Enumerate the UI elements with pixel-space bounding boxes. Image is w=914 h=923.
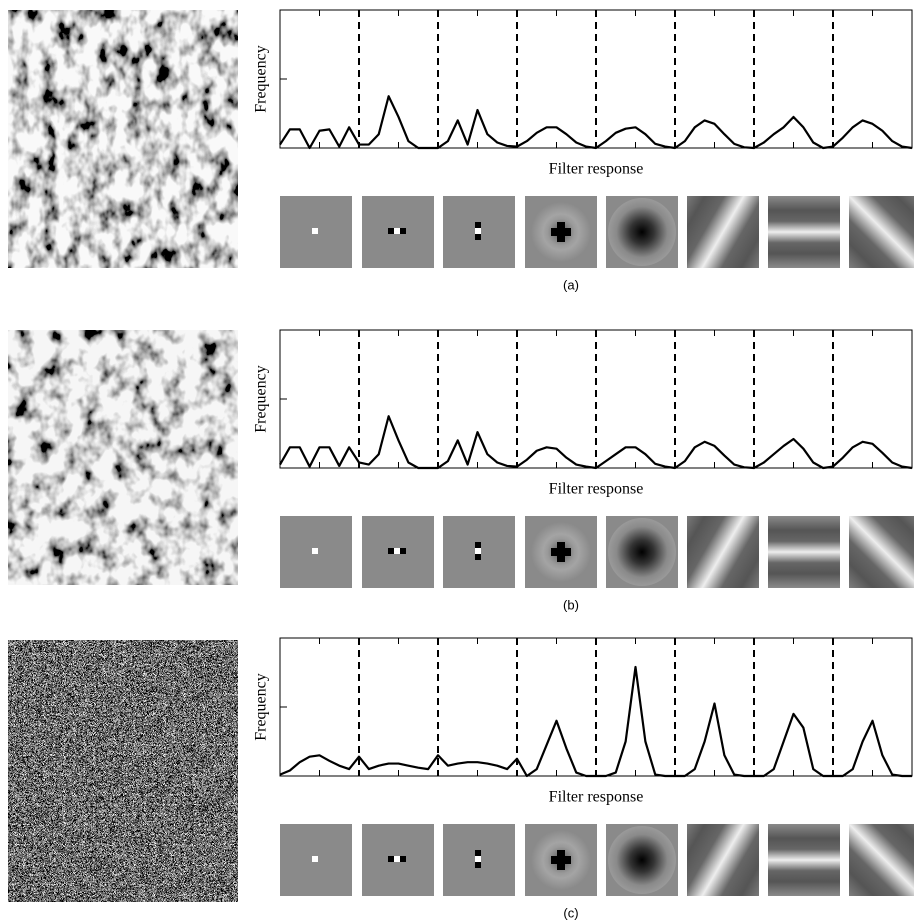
x-axis-label: Filter response	[549, 789, 644, 806]
filter-thumbnail	[443, 196, 515, 268]
filter-thumbnail	[768, 516, 840, 588]
filter-image	[768, 824, 840, 896]
filter-thumbnail	[606, 516, 678, 588]
filter-thumbnail	[525, 196, 597, 268]
caption: (c)	[563, 905, 578, 920]
filter-thumbnail	[280, 516, 352, 588]
filter-thumbnail	[525, 516, 597, 588]
caption: (a)	[563, 277, 579, 292]
filter-thumbnail	[280, 196, 352, 268]
y-axis-label: Frequency	[253, 673, 270, 741]
filter-thumbnail	[606, 196, 678, 268]
filter-image	[362, 824, 434, 896]
plot-frame	[279, 329, 913, 469]
filter-image	[280, 516, 352, 588]
y-axis-label: Frequency	[253, 45, 270, 113]
filter-image	[280, 196, 352, 268]
filter-image	[443, 196, 515, 268]
filter-image	[280, 824, 352, 896]
filter-image	[362, 516, 434, 588]
data-line	[279, 665, 912, 778]
filter-image	[525, 824, 597, 896]
filter-thumbnail	[525, 824, 597, 896]
filter-thumbnail	[362, 824, 434, 896]
plot-frame	[279, 637, 913, 777]
filter-thumbnail	[280, 824, 352, 896]
filter-image	[768, 196, 840, 268]
filter-thumbnail	[443, 516, 515, 588]
filter-image	[525, 196, 597, 268]
filter-image	[443, 824, 515, 896]
filter-image	[525, 516, 597, 588]
filter-thumbnail	[362, 196, 434, 268]
texture-image	[8, 640, 238, 902]
filter-image	[606, 196, 678, 268]
filter-image	[606, 824, 678, 896]
filter-image	[362, 196, 434, 268]
y-axis-label: Frequency	[253, 365, 270, 433]
filter-image	[606, 516, 678, 588]
data-line	[279, 415, 913, 470]
filter-image	[443, 516, 515, 588]
plot-frame	[279, 9, 913, 149]
filter-thumbnail	[768, 196, 840, 268]
texture-image	[8, 10, 238, 268]
x-axis-label: Filter response	[549, 161, 644, 178]
filter-image	[768, 516, 840, 588]
filter-thumbnail	[362, 516, 434, 588]
texture-image	[8, 330, 238, 585]
caption: (b)	[563, 597, 579, 612]
filter-thumbnail	[606, 824, 678, 896]
x-axis-label: Filter response	[549, 481, 644, 498]
filter-thumbnail	[443, 824, 515, 896]
data-line	[279, 95, 913, 150]
filter-thumbnail	[768, 824, 840, 896]
